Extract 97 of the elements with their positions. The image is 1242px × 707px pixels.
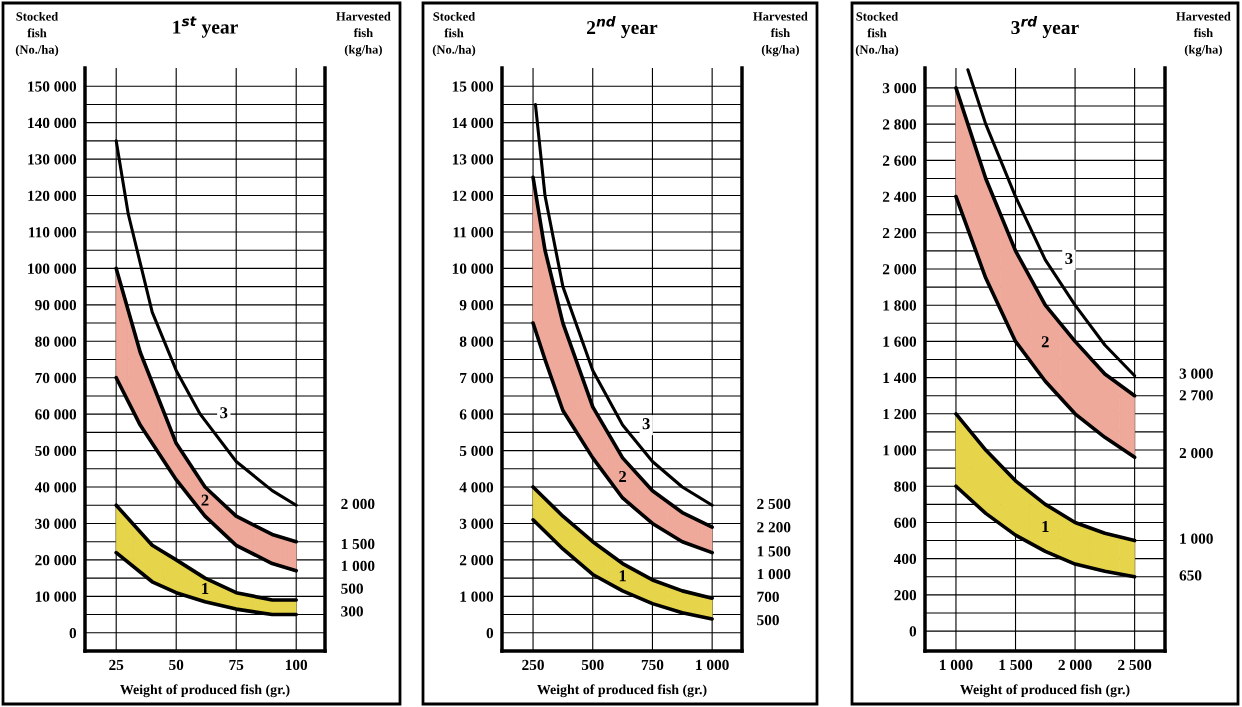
y-tick-label: 150 000 (28, 81, 77, 92)
x-tick-label: 100 (285, 659, 308, 671)
x-tick-label: 1 000 (940, 659, 973, 671)
y-tick-label: 50 000 (35, 445, 77, 457)
x-tick-label: 75 (229, 659, 244, 671)
y-tick-label: 0 (69, 627, 77, 639)
y-tick-label: 5 000 (459, 445, 494, 457)
series-label: 2 (201, 494, 209, 506)
y-tick-label: 600 (894, 517, 917, 528)
series-label: 1 (619, 570, 626, 582)
y-tick-label: 120 000 (28, 190, 77, 201)
y-tick-label: 70 000 (35, 372, 77, 384)
x-tick-label: 2 000 (1058, 659, 1092, 671)
annotation: 500 (757, 615, 779, 626)
x-tick-label: 25 (109, 659, 124, 671)
y-tick-label: 3 000 (459, 518, 494, 529)
y-tick-label: 13 000 (452, 154, 494, 165)
y-tick-label: 4 000 (459, 482, 494, 493)
y-tick-label: 10 000 (452, 263, 494, 274)
series-label: 3 (220, 407, 228, 419)
y-tick-label: 2 200 (882, 227, 917, 239)
y-axis-title: Stocked fish (No./ha) (432, 11, 476, 57)
y-tick-label: 100 000 (28, 263, 77, 274)
series-label: 2 (1041, 336, 1049, 348)
y-tick-label: 130 000 (28, 154, 77, 165)
annotation: 1 000 (341, 560, 375, 572)
y-axis-title: Stocked fish (No./ha) (15, 11, 59, 57)
y-tick-label: 20 000 (35, 555, 77, 566)
y-tick-label: 6 000 (459, 409, 494, 420)
annotation: 1 000 (1180, 533, 1213, 544)
annotation: 3 000 (1179, 368, 1213, 379)
y-tick-label: 7 000 (460, 372, 494, 384)
y-tick-label: 0 (909, 626, 917, 637)
y-tick-label: 11 000 (453, 227, 494, 238)
y2-axis-title: Harvested fish (kg/ha) (1176, 11, 1231, 57)
y-tick-label: 800 (894, 481, 917, 492)
series-label: 2 (619, 470, 627, 482)
annotation: 2 700 (1179, 390, 1213, 401)
text: 500 (341, 583, 363, 594)
series-label: 3 (642, 418, 650, 430)
annotation: 1 500 (757, 546, 791, 557)
y-tick-label: 15 000 (452, 81, 494, 92)
y-tick-label: 9 000 (459, 299, 494, 311)
y-tick-label: 1 200 (883, 408, 917, 420)
y-tick-label: 200 (894, 590, 917, 601)
y-tick-label: 14 000 (452, 117, 494, 129)
y-tick-label: 12 000 (452, 190, 494, 201)
y-tick-label: 30 000 (35, 518, 77, 529)
annotation: 2 200 (757, 522, 791, 533)
y2-axis-title: Harvested fish (kg/ha) (336, 11, 391, 57)
y-tick-label: 2 600 (882, 155, 917, 166)
y-axis-title: Stocked fish (No./ha) (855, 11, 899, 57)
annotation: 2 000 (341, 498, 375, 510)
y-tick-label: 40 000 (34, 482, 77, 493)
x-tick-label: 250 (522, 659, 544, 671)
y-tick-label: 8 000 (459, 336, 494, 347)
annotation: 650 (1179, 570, 1202, 581)
x-axis-title: Weight of produced fish (gr.) (960, 684, 1130, 698)
x-tick-label: 2 500 (1118, 659, 1152, 671)
x-tick-label: 750 (641, 659, 664, 671)
annotation: 2 000 (1179, 447, 1213, 459)
x-tick-label: 500 (581, 659, 604, 671)
y-tick-label: 1 800 (883, 300, 917, 311)
y-tick-label: 2 400 (882, 191, 917, 202)
x-axis-title: Weight of produced fish (gr.) (120, 684, 290, 698)
x-axis-title: Weight of produced fish (gr.) (537, 684, 707, 698)
annotation: 2 500 (757, 498, 791, 510)
x-tick-label: 1 000 (696, 659, 729, 671)
y-tick-label: 60 000 (35, 409, 77, 420)
text: 1 000 (757, 568, 791, 580)
x-tick-label: 50 (169, 659, 184, 671)
chart-title: 3$^{rd}$ year (1011, 16, 1079, 39)
y-tick-label: 90 000 (35, 299, 77, 311)
series-label: 1 (202, 582, 209, 594)
y-tick-label: 140 000 (28, 117, 77, 129)
annotation: 300 (341, 606, 363, 617)
y2-axis-title: Harvested fish (kg/ha) (753, 11, 808, 57)
y-tick-label: 1 000 (883, 445, 917, 456)
y-tick-label: 10 000 (35, 591, 77, 602)
chart-title: 1$^{st}$ year (173, 16, 238, 38)
y-tick-label: 2 800 (882, 119, 917, 130)
y-tick-label: 400 (893, 553, 917, 565)
y-tick-label: 3 000 (882, 83, 917, 94)
series-label: 3 (1065, 252, 1073, 265)
y-tick-label: 110 000 (29, 227, 77, 238)
y-tick-label: 1 400 (883, 372, 917, 384)
y-tick-label: 2 000 (459, 555, 494, 566)
x-tick-label: 1 500 (999, 659, 1033, 671)
series-label: 1 (1042, 520, 1049, 532)
y-tick-label: 80 000 (35, 336, 77, 347)
y-tick-label: 0 (486, 627, 494, 639)
chart-title: 2$^{nd}$ year (587, 16, 658, 39)
y-tick-label: 1 000 (460, 591, 494, 602)
y-tick-label: 2 000 (882, 264, 917, 275)
y-tick-label: 1 600 (883, 336, 917, 347)
annotation: 1 500 (341, 538, 375, 550)
annotation: 700 (757, 591, 779, 602)
